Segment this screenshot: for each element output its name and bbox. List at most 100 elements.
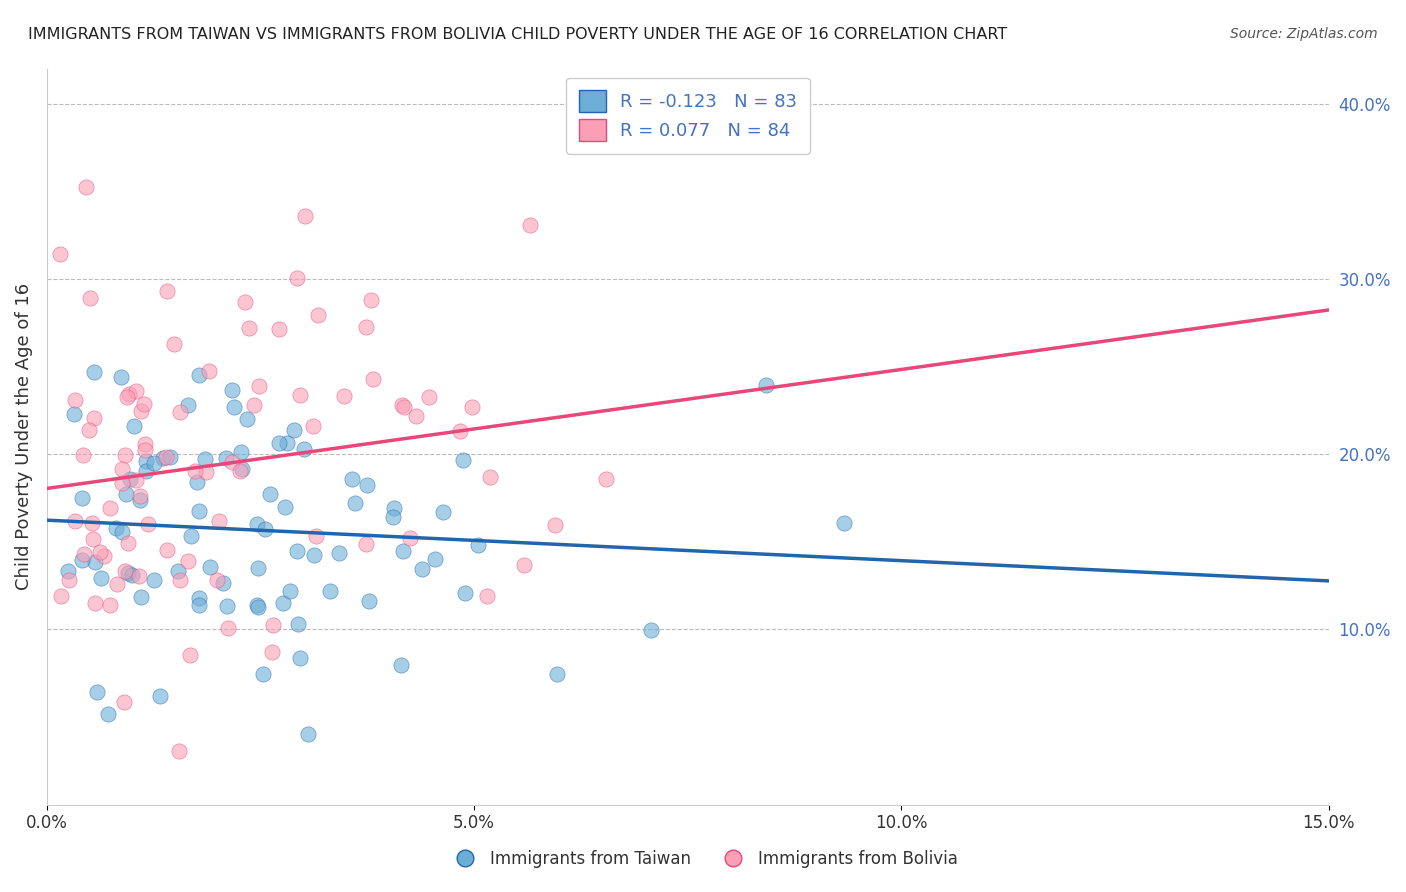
Point [129,404,152,418]
Point [292,442,315,456]
Point [267,322,290,336]
Point [118,472,141,486]
Point [73,548,96,562]
Point [152,451,174,466]
Point [328,546,350,560]
Point [384,501,406,516]
Point [136,516,159,531]
Point [391,399,413,413]
Point [167,564,190,578]
Point [405,409,427,424]
Point [307,308,329,322]
Point [169,405,191,419]
Point [274,500,297,515]
Point [98,598,121,612]
Point [135,464,157,478]
Point [238,321,260,335]
Point [259,487,281,501]
Point [93,549,115,563]
Point [125,384,148,398]
Point [63,392,86,407]
Point [236,411,259,425]
Point [115,390,138,404]
Point [247,561,270,575]
Point [453,586,475,600]
Point [363,371,385,385]
Point [252,667,274,681]
Point [72,491,94,505]
Point [832,516,855,530]
Point [89,544,111,558]
Point [169,573,191,587]
Point [111,524,134,539]
Point [278,584,301,599]
Point [224,401,246,415]
Point [83,410,105,425]
Point [208,514,231,528]
Point [148,690,170,704]
Point [217,599,239,613]
Point [301,419,323,434]
Point [111,476,134,491]
Point [163,337,186,351]
Point [118,387,141,401]
Point [90,571,112,585]
Point [86,685,108,699]
Point [134,442,156,457]
Point [110,370,132,384]
Point [114,565,136,579]
Point [398,531,420,545]
Point [233,295,256,310]
Point [475,589,498,603]
Point [221,383,243,397]
Point [271,596,294,610]
Point [229,445,252,459]
Point [269,436,291,450]
Point [97,707,120,722]
Point [246,598,269,612]
Y-axis label: Child Poverty Under the Age of 16: Child Poverty Under the Age of 16 [15,283,32,591]
Point [124,419,146,434]
Point [155,450,177,465]
Point [114,487,136,501]
Point [84,596,107,610]
Point [188,504,211,518]
Legend: Immigrants from Taiwan, Immigrants from Bolivia: Immigrants from Taiwan, Immigrants from … [441,844,965,875]
Point [246,516,269,531]
Point [134,397,156,411]
Point [77,423,100,437]
Point [340,472,363,486]
Point [391,544,413,558]
Point [114,448,136,462]
Point [276,436,298,450]
Point [297,727,319,741]
Point [167,744,190,758]
Point [288,388,311,402]
Point [198,560,221,574]
Point [143,573,166,587]
Point [135,454,157,468]
Point [58,573,80,587]
Text: IMMIGRANTS FROM TAIWAN VS IMMIGRANTS FROM BOLIVIA CHILD POVERTY UNDER THE AGE OF: IMMIGRANTS FROM TAIWAN VS IMMIGRANTS FRO… [28,27,1007,42]
Point [184,464,207,478]
Point [129,492,152,507]
Point [186,475,208,489]
Point [221,455,243,469]
Point [432,505,454,519]
Point [84,555,107,569]
Point [49,247,72,261]
Point [105,576,128,591]
Point [117,536,139,550]
Point [451,453,474,467]
Point [418,390,440,404]
Point [229,464,252,478]
Point [356,319,378,334]
Point [205,573,228,587]
Point [595,472,617,486]
Point [425,552,447,566]
Point [381,509,404,524]
Point [129,590,152,604]
Point [253,523,276,537]
Point [211,576,233,591]
Point [411,561,433,575]
